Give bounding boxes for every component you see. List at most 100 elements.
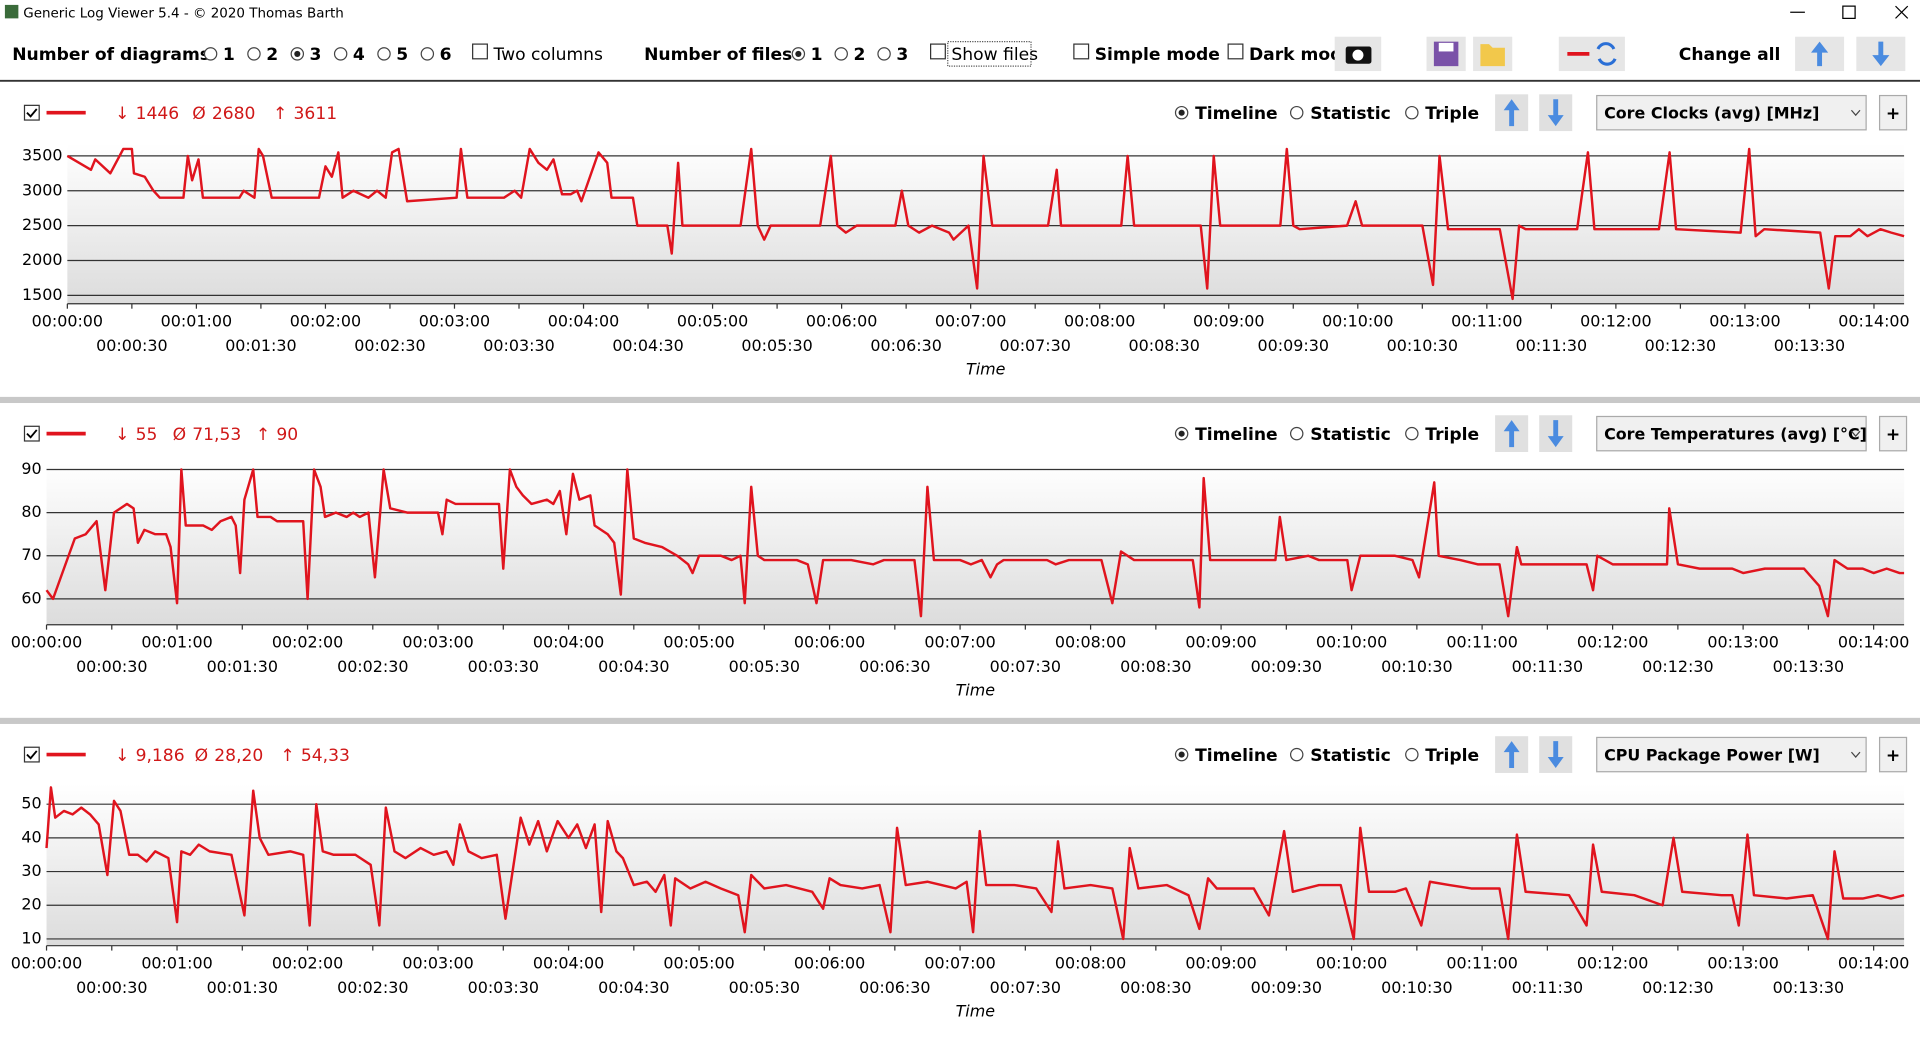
checkbox[interactable] bbox=[23, 746, 40, 763]
add-button[interactable] bbox=[1878, 94, 1908, 131]
x-tick-label: 00:01:30 bbox=[207, 657, 278, 676]
radio-button[interactable] bbox=[1405, 747, 1419, 762]
radio-button[interactable] bbox=[1290, 747, 1304, 762]
sensor-dropdown[interactable] bbox=[1596, 94, 1867, 131]
stat-symbol: Ø bbox=[195, 746, 208, 766]
radio-button[interactable] bbox=[203, 47, 218, 61]
x-tick-label: 00:10:00 bbox=[1316, 954, 1387, 973]
radio-button[interactable] bbox=[834, 47, 848, 61]
x-tick-label: 00:02:30 bbox=[337, 978, 408, 997]
view-option[interactable]: Statistic bbox=[1310, 425, 1391, 445]
radio-button[interactable] bbox=[377, 47, 391, 61]
diagram-option[interactable]: 3 bbox=[310, 45, 322, 65]
move-up-button[interactable] bbox=[1495, 94, 1529, 132]
diagram-option[interactable]: 2 bbox=[266, 45, 278, 65]
y-tick-label: 3000 bbox=[22, 180, 62, 199]
radio-button[interactable] bbox=[333, 47, 348, 61]
diagram-option[interactable]: 5 bbox=[396, 45, 408, 65]
stat: ↓ 55 bbox=[115, 425, 157, 445]
move-down-all-button[interactable] bbox=[1856, 36, 1906, 72]
color-button[interactable] bbox=[1558, 36, 1625, 72]
view-option[interactable]: Triple bbox=[1425, 746, 1479, 766]
stat-value: 3611 bbox=[294, 104, 338, 124]
arrow-up-icon bbox=[1503, 420, 1520, 448]
radio-button[interactable] bbox=[1290, 105, 1304, 120]
file-option[interactable]: 2 bbox=[853, 45, 865, 65]
dark-mode-label[interactable]: Dark mod bbox=[1249, 45, 1342, 65]
move-down-button[interactable] bbox=[1539, 415, 1573, 453]
x-tick-label: 00:11:30 bbox=[1512, 978, 1583, 997]
stat-symbol: Ø bbox=[173, 425, 186, 445]
checkbox[interactable] bbox=[1073, 43, 1090, 60]
diagram-option[interactable]: 1 bbox=[223, 45, 235, 65]
x-axis-label: Time bbox=[966, 359, 1006, 378]
sensor-dropdown[interactable] bbox=[1596, 736, 1867, 773]
save-button[interactable] bbox=[1426, 36, 1466, 72]
x-tick-label: 00:05:00 bbox=[663, 954, 734, 973]
move-down-button[interactable] bbox=[1539, 94, 1573, 132]
diagram-option[interactable]: 4 bbox=[353, 45, 365, 65]
x-tick-label: 00:14:00 bbox=[1838, 633, 1909, 652]
x-tick-label: 00:08:30 bbox=[1120, 978, 1191, 997]
checkbox[interactable] bbox=[23, 425, 40, 442]
stat: Ø 28,20 bbox=[195, 746, 264, 766]
stat-value: 54,33 bbox=[301, 746, 350, 766]
sensor-dropdown[interactable] bbox=[1596, 415, 1867, 452]
checkmark bbox=[26, 750, 38, 760]
sensor-name: Core Temperatures (avg) [°C] bbox=[1604, 424, 1867, 443]
radio-dot bbox=[294, 50, 301, 57]
view-option[interactable]: Timeline bbox=[1195, 746, 1278, 766]
stat-value: 28,20 bbox=[214, 746, 263, 766]
x-tick-label: 00:06:00 bbox=[794, 954, 865, 973]
simple-mode-label[interactable]: Simple mode bbox=[1095, 45, 1220, 65]
x-tick-label: 00:07:00 bbox=[935, 312, 1006, 331]
open-button[interactable] bbox=[1473, 36, 1513, 72]
move-up-button[interactable] bbox=[1495, 415, 1529, 453]
y-tick-label: 30 bbox=[21, 861, 41, 880]
add-button[interactable] bbox=[1878, 736, 1908, 773]
y-tick-label: 2000 bbox=[22, 250, 62, 269]
x-tick-label: 00:10:00 bbox=[1322, 312, 1393, 331]
x-axis-label: Time bbox=[956, 1001, 996, 1020]
radio-button[interactable] bbox=[1405, 426, 1419, 441]
x-tick-label: 00:05:00 bbox=[677, 312, 748, 331]
file-option[interactable]: 1 bbox=[811, 45, 823, 65]
move-up-button[interactable] bbox=[1495, 736, 1529, 773]
checkbox[interactable] bbox=[23, 104, 40, 121]
radio-button[interactable] bbox=[1290, 426, 1304, 441]
maximize-button[interactable] bbox=[1842, 5, 1856, 19]
stat-symbol: ↑ bbox=[280, 746, 294, 766]
x-tick-label: 00:02:30 bbox=[337, 657, 408, 676]
file-option[interactable]: 3 bbox=[896, 45, 908, 65]
show-files-label[interactable]: Show files bbox=[951, 45, 1038, 65]
radio-button[interactable] bbox=[247, 47, 261, 61]
stat-value: 9,186 bbox=[136, 746, 185, 766]
two-columns-label[interactable]: Two columns bbox=[492, 45, 603, 65]
move-up-all-button[interactable] bbox=[1795, 36, 1845, 72]
x-tick-label: 00:06:30 bbox=[870, 336, 941, 355]
radio-button[interactable] bbox=[420, 47, 435, 61]
add-button-label: + bbox=[1886, 425, 1900, 445]
x-tick-label: 00:04:00 bbox=[533, 954, 604, 973]
add-button[interactable] bbox=[1878, 415, 1908, 452]
radio-button[interactable] bbox=[877, 47, 891, 61]
view-option[interactable]: Statistic bbox=[1310, 104, 1391, 124]
move-down-button[interactable] bbox=[1539, 736, 1573, 773]
view-option[interactable]: Triple bbox=[1425, 104, 1479, 124]
diagrams-label: Number of diagrams bbox=[12, 45, 210, 65]
plot-area bbox=[46, 783, 1905, 946]
checkbox[interactable] bbox=[930, 43, 946, 60]
camera-button[interactable] bbox=[1334, 36, 1382, 72]
diagram-option[interactable]: 6 bbox=[440, 45, 452, 65]
view-option[interactable]: Triple bbox=[1425, 425, 1479, 445]
view-option[interactable]: Statistic bbox=[1310, 746, 1391, 766]
checkbox[interactable] bbox=[472, 43, 488, 60]
view-option[interactable]: Timeline bbox=[1195, 425, 1278, 445]
dropdown-arrow bbox=[1850, 109, 1861, 117]
checkbox[interactable] bbox=[1227, 43, 1244, 60]
view-option[interactable]: Timeline bbox=[1195, 104, 1278, 124]
close-button[interactable] bbox=[1895, 5, 1909, 19]
x-tick-label: 00:09:00 bbox=[1193, 312, 1264, 331]
separator bbox=[0, 396, 1920, 404]
radio-button[interactable] bbox=[1405, 105, 1419, 120]
